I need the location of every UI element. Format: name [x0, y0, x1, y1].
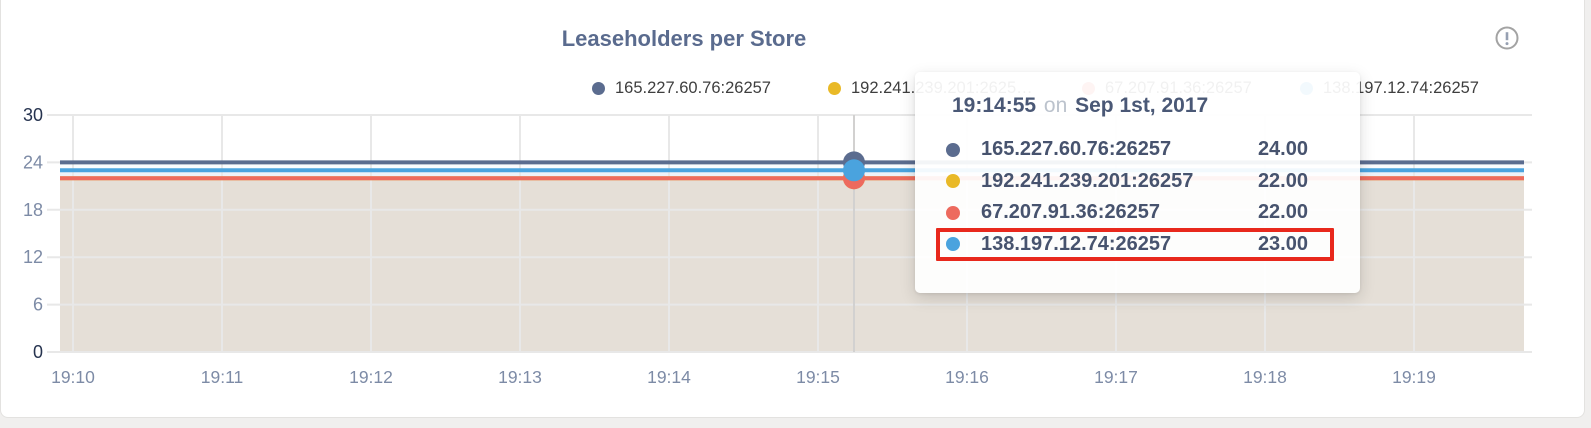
x-axis-label: 19:11 [201, 367, 244, 387]
tooltip-conjunction: on [1043, 94, 1068, 117]
chart-tooltip: 19:14:55 on Sep 1st, 2017 165.227.60.76:… [915, 72, 1360, 293]
area-fill-band [60, 170, 1524, 179]
legend-dot-icon [592, 82, 605, 95]
y-axis-label: 0 [33, 342, 43, 362]
tooltip-row-highlighted-wrap: 138.197.12.74:26257 23.00 [936, 227, 1334, 261]
tooltip-row: 138.197.12.74:26257 23.00 [946, 229, 1308, 261]
x-axis-label: 19:16 [945, 367, 989, 387]
series-dot-icon [946, 142, 960, 157]
x-axis-label: 19:10 [51, 367, 95, 387]
hover-point [843, 159, 865, 182]
tooltip-series-value: 23.00 [1257, 232, 1308, 255]
tooltip-series-value: 24.00 [1257, 138, 1308, 161]
x-axis-label: 19:17 [1094, 367, 1138, 387]
legend-label: 165.227.60.76:26257 [615, 79, 771, 97]
tooltip-date: Sep 1st, 2017 [1075, 94, 1209, 117]
series-dot-icon [946, 174, 960, 189]
area-fill-band [60, 162, 1524, 171]
tooltip-series-value: 22.00 [1257, 201, 1308, 224]
tooltip-row: 192.241.239.201:26257 22.00 [946, 166, 1308, 198]
x-axis-label: 19:18 [1243, 367, 1287, 387]
tooltip-series-label: 192.241.239.201:26257 [981, 169, 1194, 192]
tooltip-series-label: 165.227.60.76:26257 [981, 138, 1172, 161]
y-axis-label: 18 [23, 200, 43, 220]
x-axis-label: 19:15 [796, 367, 840, 387]
tooltip-time: 19:14:55 [952, 94, 1037, 117]
series-dot-icon [946, 205, 960, 220]
y-axis-label: 30 [23, 105, 43, 125]
legend-item-1[interactable]: 165.227.60.76:26257 [592, 79, 771, 97]
x-axis-label: 19:12 [349, 367, 393, 387]
y-axis-label: 24 [23, 152, 43, 172]
tooltip-series-value: 22.00 [1257, 169, 1308, 192]
x-axis-label: 19:14 [647, 367, 691, 387]
tooltip-rows: 165.227.60.76:26257 24.00 192.241.239.20… [936, 134, 1334, 261]
tooltip-header: 19:14:55 on Sep 1st, 2017 [952, 94, 1308, 118]
series-dot-icon [946, 237, 960, 252]
legend-label: 138.197.12.74:26257 [1323, 79, 1479, 97]
tooltip-row: 165.227.60.76:26257 24.00 [946, 134, 1308, 166]
x-axis-label: 19:19 [1392, 367, 1436, 387]
tooltip-series-label: 138.197.12.74:26257 [981, 232, 1172, 255]
y-axis-label: 6 [33, 295, 43, 315]
y-axis-label: 12 [23, 247, 43, 267]
tooltip-row: 67.207.91.36:26257 22.00 [946, 197, 1308, 229]
x-axis-label: 19:13 [498, 367, 542, 387]
tooltip-series-label: 67.207.91.36:26257 [981, 201, 1161, 224]
legend-dot-icon [828, 82, 841, 95]
info-icon[interactable] [1494, 25, 1520, 51]
chart-title: Leaseholders per Store [561, 26, 807, 51]
